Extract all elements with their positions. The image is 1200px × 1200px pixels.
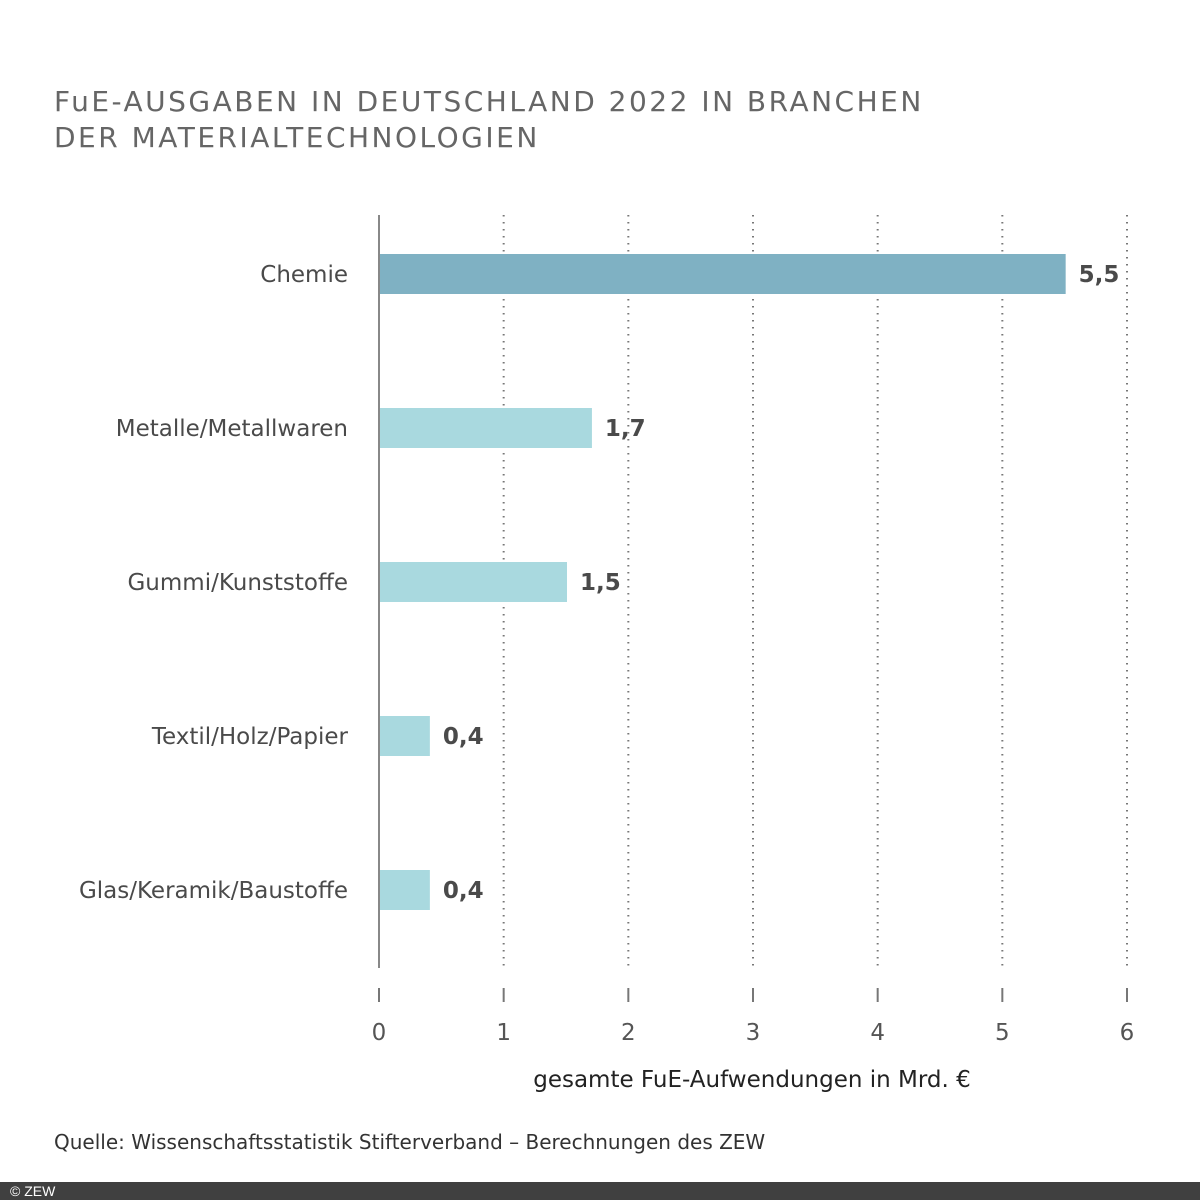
category-label: Glas/Keramik/Baustoffe xyxy=(79,878,348,904)
value-label: 0,4 xyxy=(443,878,484,904)
bar xyxy=(380,254,1066,294)
x-tick-label: 1 xyxy=(496,1020,511,1046)
category-label: Gummi/Kunststoffe xyxy=(127,570,348,596)
category-label: Textil/Holz/Papier xyxy=(151,724,349,750)
chart-title: FuE-AUSGABEN IN DEUTSCHLAND 2022 IN BRAN… xyxy=(54,84,924,156)
source-note: Quelle: Wissenschaftsstatistik Stifterve… xyxy=(54,1130,766,1154)
value-label: 1,5 xyxy=(580,570,621,596)
bar xyxy=(380,562,567,602)
x-axis-title: gesamte FuE-Aufwendungen in Mrd. € xyxy=(533,1067,971,1093)
value-label: 1,7 xyxy=(605,416,646,442)
category-label: Metalle/Metallwaren xyxy=(116,416,348,442)
copyright-footer: © ZEW xyxy=(0,1182,1200,1200)
x-tick-label: 4 xyxy=(870,1020,885,1046)
bar xyxy=(380,408,592,448)
category-label: Chemie xyxy=(260,262,348,288)
chart-title-line-2: DER MATERIALTECHNOLOGIEN xyxy=(54,121,540,154)
bar xyxy=(380,716,430,756)
chart-title-line-1: FuE-AUSGABEN IN DEUTSCHLAND 2022 IN BRAN… xyxy=(54,85,924,118)
x-tick-label: 5 xyxy=(995,1020,1010,1046)
x-tick-label: 2 xyxy=(621,1020,636,1046)
bar xyxy=(380,870,430,910)
x-tick-label: 3 xyxy=(746,1020,761,1046)
x-tick-label: 6 xyxy=(1120,1020,1135,1046)
value-label: 5,5 xyxy=(1079,262,1120,288)
value-label: 0,4 xyxy=(443,724,484,750)
x-tick-label: 0 xyxy=(372,1020,387,1046)
